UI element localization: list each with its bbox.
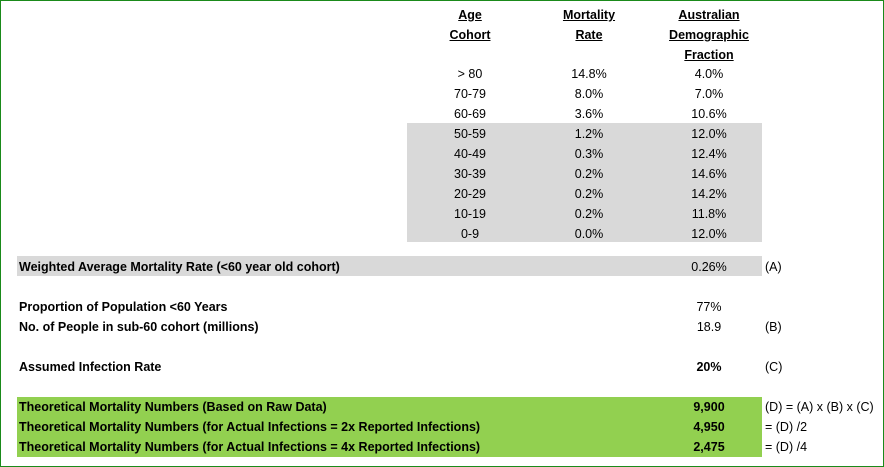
row-fraction: 12.4% xyxy=(691,147,727,161)
row-cohort: 60-69 xyxy=(454,107,486,121)
theo-raw-highlight xyxy=(17,397,762,417)
row-rate: 1.2% xyxy=(574,127,604,141)
people-label: No. of People in sub-60 cohort (millions… xyxy=(19,320,259,334)
header-age-line2: Cohort xyxy=(449,28,491,42)
theo-raw-value: 9,900 xyxy=(693,400,725,414)
row-fraction: 14.6% xyxy=(691,167,727,181)
row-rate: 3.6% xyxy=(574,107,604,121)
row-rate: 0.3% xyxy=(574,147,604,161)
theo-raw-note: (D) = (A) x (B) x (C) xyxy=(765,400,874,414)
row-cohort: 0-9 xyxy=(460,227,480,241)
row-fraction: 12.0% xyxy=(691,227,727,241)
theo-4x-label: Theoretical Mortality Numbers (for Actua… xyxy=(19,440,481,454)
weighted-average-note: (A) xyxy=(765,260,782,274)
row-rate: 0.2% xyxy=(574,207,604,221)
weighted-average-label: Weighted Average Mortality Rate (<60 yea… xyxy=(19,260,340,274)
row-rate: 0.2% xyxy=(574,167,604,181)
infection-rate-value: 20% xyxy=(696,360,722,374)
header-fraction-line1: Australian xyxy=(678,8,740,22)
theo-4x-note: = (D) /4 xyxy=(765,440,808,454)
row-fraction: 12.0% xyxy=(691,127,727,141)
theo-2x-highlight xyxy=(17,417,762,437)
row-fraction: 10.6% xyxy=(691,107,727,121)
weighted-average-value: 0.26% xyxy=(691,260,727,274)
people-note: (B) xyxy=(765,320,782,334)
infection-rate-label: Assumed Infection Rate xyxy=(19,360,162,374)
row-rate: 14.8% xyxy=(571,67,607,81)
row-fraction: 14.2% xyxy=(691,187,727,201)
weighted-row-highlight xyxy=(17,256,762,276)
row-cohort: 30-39 xyxy=(454,167,486,181)
theo-2x-label: Theoretical Mortality Numbers (for Actua… xyxy=(19,420,481,434)
header-fraction-line3: Fraction xyxy=(684,48,734,62)
people-value: 18.9 xyxy=(696,320,722,334)
sub60-highlight xyxy=(407,123,762,242)
row-fraction: 7.0% xyxy=(694,87,724,101)
theo-2x-note: = (D) /2 xyxy=(765,420,808,434)
row-cohort: > 80 xyxy=(457,67,483,81)
row-cohort: 10-19 xyxy=(454,207,486,221)
row-rate: 0.0% xyxy=(574,227,604,241)
row-cohort: 40-49 xyxy=(454,147,486,161)
row-cohort: 20-29 xyxy=(454,187,486,201)
proportion-value: 77% xyxy=(696,300,722,314)
row-fraction: 4.0% xyxy=(694,67,724,81)
row-cohort: 50-59 xyxy=(454,127,486,141)
infection-rate-note: (C) xyxy=(765,360,783,374)
row-rate: 0.2% xyxy=(574,187,604,201)
theo-4x-value: 2,475 xyxy=(693,440,725,454)
header-rate-line1: Mortality xyxy=(562,8,616,22)
row-fraction: 11.8% xyxy=(691,207,727,221)
proportion-label: Proportion of Population <60 Years xyxy=(19,300,228,314)
header-fraction-line2: Demographic xyxy=(669,28,749,42)
row-rate: 8.0% xyxy=(574,87,604,101)
row-cohort: 70-79 xyxy=(454,87,486,101)
header-age-line1: Age xyxy=(458,8,482,22)
theo-2x-value: 4,950 xyxy=(693,420,725,434)
header-rate-line2: Rate xyxy=(575,28,603,42)
theo-4x-highlight xyxy=(17,437,762,457)
theo-raw-label: Theoretical Mortality Numbers (Based on … xyxy=(19,400,327,414)
